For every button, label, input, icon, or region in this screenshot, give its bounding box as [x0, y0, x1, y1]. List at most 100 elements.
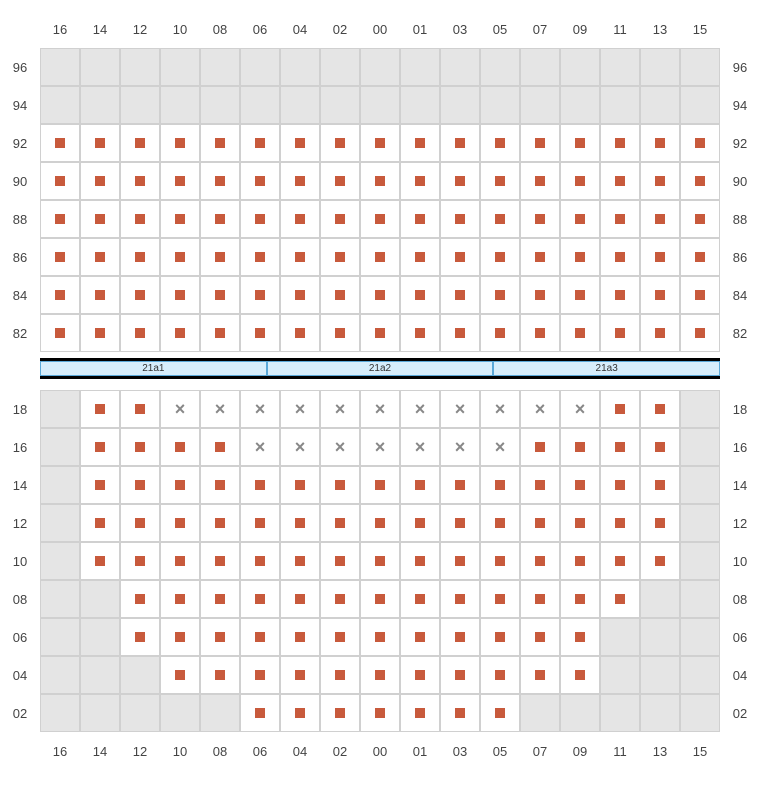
seat-cell[interactable]: [120, 200, 160, 238]
seat-cell[interactable]: [600, 314, 640, 352]
seat-cell[interactable]: [640, 124, 680, 162]
seat-cell[interactable]: [440, 656, 480, 694]
seat-cell[interactable]: [160, 276, 200, 314]
seat-cell[interactable]: [400, 162, 440, 200]
seat-cell[interactable]: [640, 428, 680, 466]
seat-cell[interactable]: [360, 200, 400, 238]
seat-cell[interactable]: [40, 162, 80, 200]
seat-cell[interactable]: [360, 238, 400, 276]
seat-cell[interactable]: [440, 542, 480, 580]
seat-cell[interactable]: [240, 276, 280, 314]
seat-cell[interactable]: [160, 124, 200, 162]
seat-cell[interactable]: [200, 314, 240, 352]
seat-cell[interactable]: [600, 124, 640, 162]
seat-cell[interactable]: [400, 466, 440, 504]
seat-cell[interactable]: [560, 656, 600, 694]
seat-cell[interactable]: [440, 694, 480, 732]
seat-cell[interactable]: [80, 238, 120, 276]
seat-cell[interactable]: [80, 124, 120, 162]
seat-cell[interactable]: [40, 276, 80, 314]
seat-cell[interactable]: [360, 656, 400, 694]
seat-cell[interactable]: [80, 428, 120, 466]
seat-cell[interactable]: [640, 314, 680, 352]
seat-cell[interactable]: [440, 200, 480, 238]
seat-cell[interactable]: [320, 542, 360, 580]
seat-cell[interactable]: [400, 504, 440, 542]
seat-cell[interactable]: [40, 314, 80, 352]
seat-cell[interactable]: [680, 276, 720, 314]
seat-cell[interactable]: [240, 618, 280, 656]
seat-cell[interactable]: [120, 580, 160, 618]
seat-cell[interactable]: [80, 466, 120, 504]
seat-cell[interactable]: [320, 124, 360, 162]
seat-cell[interactable]: [40, 238, 80, 276]
seat-cell[interactable]: [80, 200, 120, 238]
seat-cell[interactable]: [440, 162, 480, 200]
seat-cell[interactable]: [480, 618, 520, 656]
seat-cell[interactable]: [240, 542, 280, 580]
seat-cell[interactable]: [160, 162, 200, 200]
seat-cell[interactable]: [480, 542, 520, 580]
seat-cell[interactable]: [680, 200, 720, 238]
seat-cell[interactable]: [160, 580, 200, 618]
seat-cell[interactable]: [600, 200, 640, 238]
seat-cell[interactable]: [200, 618, 240, 656]
seat-cell[interactable]: [400, 656, 440, 694]
seat-cell[interactable]: [240, 162, 280, 200]
seat-cell[interactable]: [680, 124, 720, 162]
seat-cell[interactable]: [240, 314, 280, 352]
seat-cell[interactable]: [440, 276, 480, 314]
seat-cell[interactable]: [200, 276, 240, 314]
seat-cell[interactable]: [80, 314, 120, 352]
seat-cell[interactable]: [320, 466, 360, 504]
seat-cell[interactable]: [640, 162, 680, 200]
seat-cell[interactable]: [120, 618, 160, 656]
seat-cell[interactable]: [520, 238, 560, 276]
seat-cell[interactable]: [600, 276, 640, 314]
seat-cell[interactable]: [560, 580, 600, 618]
seat-cell[interactable]: [320, 580, 360, 618]
seat-cell[interactable]: [480, 580, 520, 618]
seat-cell[interactable]: [280, 504, 320, 542]
seat-cell[interactable]: [160, 428, 200, 466]
seat-cell[interactable]: [400, 580, 440, 618]
seat-cell[interactable]: [400, 276, 440, 314]
seat-cell[interactable]: [320, 656, 360, 694]
seat-cell[interactable]: [280, 618, 320, 656]
seat-cell[interactable]: [640, 542, 680, 580]
seat-cell[interactable]: [240, 238, 280, 276]
seat-cell[interactable]: [320, 504, 360, 542]
seat-cell[interactable]: [200, 124, 240, 162]
seat-cell[interactable]: [560, 124, 600, 162]
seat-cell[interactable]: [440, 314, 480, 352]
seat-cell[interactable]: [400, 200, 440, 238]
seat-cell[interactable]: [400, 314, 440, 352]
seat-cell[interactable]: [520, 542, 560, 580]
seat-cell[interactable]: [80, 504, 120, 542]
seat-cell[interactable]: [120, 162, 160, 200]
seat-cell[interactable]: [240, 504, 280, 542]
seat-cell[interactable]: [360, 466, 400, 504]
seat-cell[interactable]: [320, 694, 360, 732]
seat-cell[interactable]: [160, 238, 200, 276]
seat-cell[interactable]: [400, 618, 440, 656]
seat-cell[interactable]: [120, 542, 160, 580]
seat-cell[interactable]: [360, 694, 400, 732]
seat-cell[interactable]: [200, 580, 240, 618]
seat-cell[interactable]: [520, 124, 560, 162]
seat-cell[interactable]: [280, 542, 320, 580]
seat-cell[interactable]: [560, 466, 600, 504]
seat-cell[interactable]: [280, 580, 320, 618]
seat-cell[interactable]: [200, 200, 240, 238]
seat-cell[interactable]: [520, 428, 560, 466]
seat-cell[interactable]: [200, 466, 240, 504]
seat-cell[interactable]: [120, 124, 160, 162]
seat-cell[interactable]: [40, 200, 80, 238]
seat-cell[interactable]: [160, 504, 200, 542]
seat-cell[interactable]: [600, 504, 640, 542]
seat-cell[interactable]: [40, 124, 80, 162]
seat-cell[interactable]: [280, 656, 320, 694]
seat-cell[interactable]: [80, 542, 120, 580]
seat-cell[interactable]: [360, 542, 400, 580]
seat-cell[interactable]: [560, 542, 600, 580]
